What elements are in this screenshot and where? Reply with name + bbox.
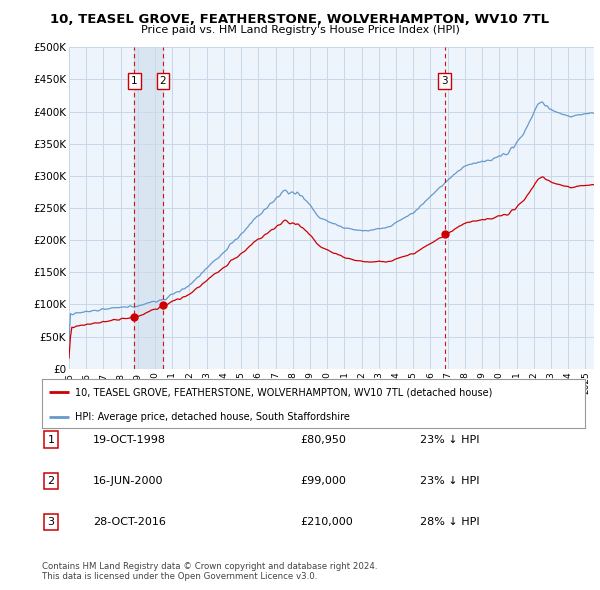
Text: Price paid vs. HM Land Registry's House Price Index (HPI): Price paid vs. HM Land Registry's House … (140, 25, 460, 35)
Text: £80,950: £80,950 (300, 435, 346, 444)
Text: £99,000: £99,000 (300, 476, 346, 486)
Text: 19-OCT-1998: 19-OCT-1998 (93, 435, 166, 444)
Text: 2: 2 (160, 76, 166, 86)
Text: 23% ↓ HPI: 23% ↓ HPI (420, 435, 479, 444)
Text: 16-JUN-2000: 16-JUN-2000 (93, 476, 163, 486)
Text: 28% ↓ HPI: 28% ↓ HPI (420, 517, 479, 527)
Text: Contains HM Land Registry data © Crown copyright and database right 2024.
This d: Contains HM Land Registry data © Crown c… (42, 562, 377, 581)
Text: 10, TEASEL GROVE, FEATHERSTONE, WOLVERHAMPTON, WV10 7TL: 10, TEASEL GROVE, FEATHERSTONE, WOLVERHA… (50, 13, 550, 26)
Text: 23% ↓ HPI: 23% ↓ HPI (420, 476, 479, 486)
Text: 2: 2 (47, 476, 55, 486)
Text: 10, TEASEL GROVE, FEATHERSTONE, WOLVERHAMPTON, WV10 7TL (detached house): 10, TEASEL GROVE, FEATHERSTONE, WOLVERHA… (74, 388, 492, 398)
Text: £210,000: £210,000 (300, 517, 353, 527)
Text: 1: 1 (131, 76, 138, 86)
Text: 1: 1 (47, 435, 55, 444)
Bar (134, 47, 163, 369)
Text: 28-OCT-2016: 28-OCT-2016 (93, 517, 166, 527)
Text: 3: 3 (441, 76, 448, 86)
Text: HPI: Average price, detached house, South Staffordshire: HPI: Average price, detached house, Sout… (74, 412, 349, 422)
Text: 3: 3 (47, 517, 55, 527)
